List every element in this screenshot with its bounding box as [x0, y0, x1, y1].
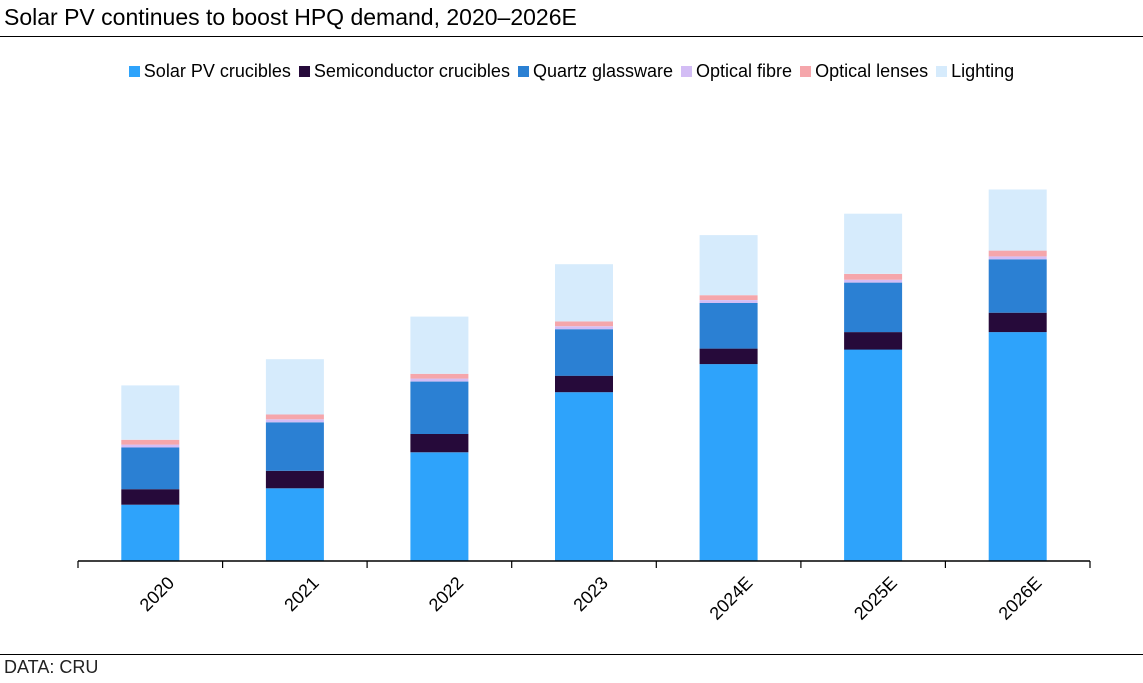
legend-item-semiconductor-crucibles: Semiconductor crucibles — [298, 61, 510, 82]
legend-label: Solar PV crucibles — [143, 61, 291, 81]
legend: Solar PV crucibles Semiconductor crucible… — [0, 61, 1143, 82]
footer-divider — [0, 654, 1143, 655]
legend-swatch — [800, 66, 812, 77]
legend-swatch — [517, 66, 529, 77]
x-tick-label: 2022 — [425, 573, 467, 615]
bar-quartz-glassware-2020 — [121, 447, 180, 490]
legend-item-lighting: Lighting — [936, 61, 1014, 82]
bar-lighting-2022 — [410, 316, 469, 374]
bar-semiconductor-crucibles-2024e — [699, 348, 758, 365]
bar-quartz-glassware-2023 — [555, 329, 613, 376]
bar-lighting-2020 — [121, 385, 180, 440]
bar-optical-fibre-2026e — [988, 256, 1047, 260]
bar-optical-lenses-2026e — [988, 250, 1047, 257]
bar-semiconductor-crucibles-2023 — [555, 375, 613, 393]
bar-lighting-2024e — [699, 235, 758, 296]
legend-label: Quartz glassware — [532, 61, 674, 81]
legend-item-optical-fibre: Optical fibre — [681, 61, 792, 82]
legend-item-optical-lenses: Optical lenses — [800, 61, 928, 82]
chart-title: Solar PV continues to boost HPQ demand, … — [4, 4, 577, 30]
bar-semiconductor-crucibles-2022 — [410, 433, 469, 453]
bar-optical-lenses-2021 — [265, 414, 324, 420]
bar-solar-pv-crucibles-2026e — [988, 332, 1047, 561]
legend-swatch — [128, 66, 140, 77]
bar-quartz-glassware-2021 — [265, 422, 324, 471]
bar-solar-pv-crucibles-2023 — [555, 392, 613, 561]
bar-optical-lenses-2023 — [555, 321, 613, 327]
bar-solar-pv-crucibles-2021 — [265, 488, 324, 562]
legend-item-quartz-glassware: Quartz glassware — [517, 61, 674, 82]
bar-optical-lenses-2020 — [121, 439, 180, 445]
bar-quartz-glassware-2024e — [699, 303, 758, 349]
bar-solar-pv-crucibles-2024e — [699, 364, 758, 561]
bar-optical-lenses-2022 — [410, 373, 469, 379]
legend-item-solar-pv-crucibles: Solar PV crucibles — [128, 61, 291, 82]
bar-quartz-glassware-2026e — [988, 259, 1047, 313]
bar-semiconductor-crucibles-2025e — [844, 332, 903, 350]
bar-solar-pv-crucibles-2022 — [410, 452, 469, 561]
bar-optical-fibre-2023 — [555, 326, 613, 330]
bar-lighting-2025e — [844, 213, 903, 274]
bar-optical-fibre-2024e — [699, 300, 758, 303]
legend-label: Lighting — [951, 61, 1015, 81]
bar-semiconductor-crucibles-2026e — [988, 312, 1047, 333]
x-tick-label: 2020 — [136, 573, 178, 615]
bar-optical-fibre-2025e — [844, 279, 903, 283]
chart-plot: 2020 2021 2022 2023 2024E 2025E 2026E — [77, 189, 1091, 624]
legend-swatch — [298, 66, 310, 77]
bar-optical-fibre-2022 — [410, 378, 469, 382]
legend-swatch — [681, 66, 693, 77]
bar-solar-pv-crucibles-2025e — [844, 349, 903, 561]
bar-lighting-2026e — [988, 189, 1047, 251]
bar-semiconductor-crucibles-2021 — [265, 470, 324, 489]
x-tick-label: 2021 — [280, 573, 322, 615]
bar-optical-fibre-2021 — [265, 419, 324, 423]
bar-semiconductor-crucibles-2020 — [121, 489, 180, 505]
bar-optical-lenses-2024e — [699, 295, 758, 300]
legend-label: Semiconductor crucibles — [313, 61, 510, 81]
source-note: DATA: CRU — [4, 657, 99, 677]
bar-optical-fibre-2020 — [121, 444, 180, 448]
bar-lighting-2023 — [555, 264, 613, 322]
bar-optical-lenses-2025e — [844, 273, 903, 280]
legend-swatch — [936, 66, 948, 77]
bar-quartz-glassware-2022 — [410, 381, 469, 434]
legend-label: Optical fibre — [696, 61, 793, 81]
x-tick-label: 2024E — [706, 573, 757, 624]
bar-lighting-2021 — [265, 359, 324, 415]
bar-solar-pv-crucibles-2020 — [121, 504, 180, 561]
title-divider — [0, 36, 1143, 37]
legend-label: Optical lenses — [815, 61, 929, 81]
x-tick-label: 2025E — [850, 573, 901, 624]
x-tick-label: 2026E — [995, 573, 1046, 624]
bar-quartz-glassware-2025e — [844, 282, 903, 333]
x-tick-label: 2023 — [569, 573, 611, 615]
